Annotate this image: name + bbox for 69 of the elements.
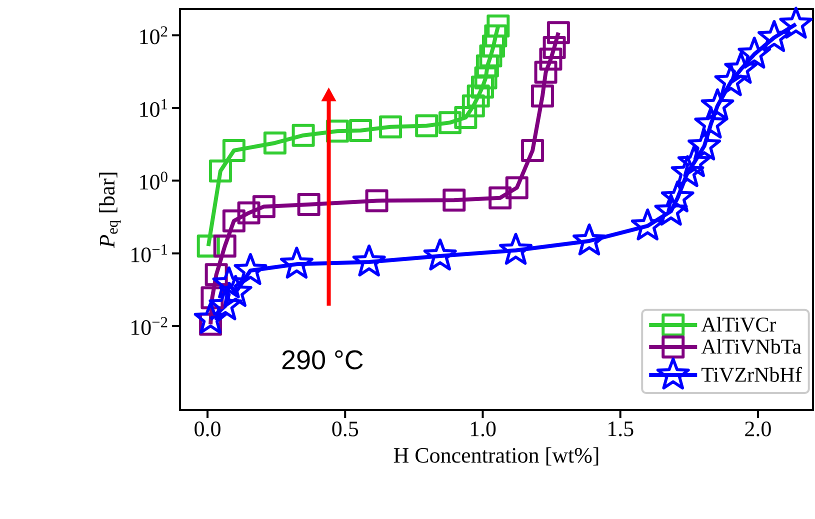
point bbox=[349, 119, 372, 142]
point bbox=[442, 188, 466, 212]
point bbox=[499, 232, 532, 265]
point bbox=[252, 195, 276, 218]
x-tick-label: 2.0 bbox=[745, 422, 771, 436]
point bbox=[677, 145, 711, 178]
point bbox=[222, 139, 246, 162]
point bbox=[572, 223, 606, 256]
point bbox=[415, 114, 438, 138]
point bbox=[521, 139, 544, 162]
point bbox=[654, 194, 688, 226]
annotation: 290 °C bbox=[282, 350, 363, 370]
x-axis-title: H Concentration [wt%] bbox=[394, 447, 598, 466]
point bbox=[505, 176, 528, 200]
point bbox=[534, 60, 558, 84]
y-tick-label: 10$^{−1}$ bbox=[132, 244, 168, 262]
point bbox=[476, 54, 499, 78]
point bbox=[222, 209, 246, 232]
x-tick-label: 0.0 bbox=[194, 422, 220, 436]
point bbox=[474, 66, 498, 90]
point bbox=[757, 20, 791, 52]
legend-label: TiVZrNbHf bbox=[701, 366, 802, 382]
point bbox=[208, 288, 242, 320]
point bbox=[539, 48, 562, 71]
point bbox=[423, 238, 457, 270]
x-tick-label: 1.5 bbox=[608, 422, 634, 436]
point bbox=[546, 21, 570, 44]
point bbox=[738, 36, 772, 69]
point bbox=[454, 106, 478, 129]
point bbox=[542, 36, 566, 59]
point bbox=[194, 302, 228, 334]
legend-label: AlTiVNbTa bbox=[701, 338, 802, 354]
point bbox=[479, 44, 502, 68]
y-tick-label: 10$^{2}$ bbox=[140, 26, 168, 44]
point bbox=[700, 88, 734, 120]
point bbox=[379, 115, 402, 138]
point bbox=[365, 189, 388, 212]
point bbox=[234, 253, 268, 285]
x-tick-label: 1.0 bbox=[470, 422, 496, 436]
point bbox=[714, 64, 748, 96]
point bbox=[280, 246, 314, 279]
y-tick-label: 10$^{0}$ bbox=[140, 172, 168, 190]
point bbox=[208, 159, 232, 182]
point bbox=[670, 155, 704, 188]
point bbox=[466, 84, 490, 108]
point bbox=[213, 234, 236, 258]
point bbox=[779, 6, 813, 39]
point bbox=[218, 274, 252, 307]
point bbox=[486, 14, 510, 38]
y-tick-label: 10$^{1}$ bbox=[140, 99, 168, 117]
point bbox=[694, 106, 728, 139]
point bbox=[292, 124, 315, 147]
legend-label: AlTiVCr bbox=[701, 316, 776, 332]
point bbox=[688, 128, 722, 160]
y-axis-title: P$_{eq}$ [bar] bbox=[99, 172, 121, 248]
point bbox=[237, 201, 260, 224]
point bbox=[462, 94, 485, 118]
point bbox=[724, 52, 758, 84]
point bbox=[488, 186, 512, 210]
point bbox=[530, 84, 554, 108]
point bbox=[438, 111, 462, 134]
point bbox=[352, 244, 386, 276]
point bbox=[660, 180, 694, 212]
x-tick-label: 0.5 bbox=[332, 422, 358, 436]
point bbox=[470, 76, 494, 99]
point bbox=[484, 24, 508, 48]
point bbox=[263, 131, 286, 154]
point bbox=[297, 193, 320, 216]
y-tick-label: 10$^{−2}$ bbox=[132, 317, 168, 336]
